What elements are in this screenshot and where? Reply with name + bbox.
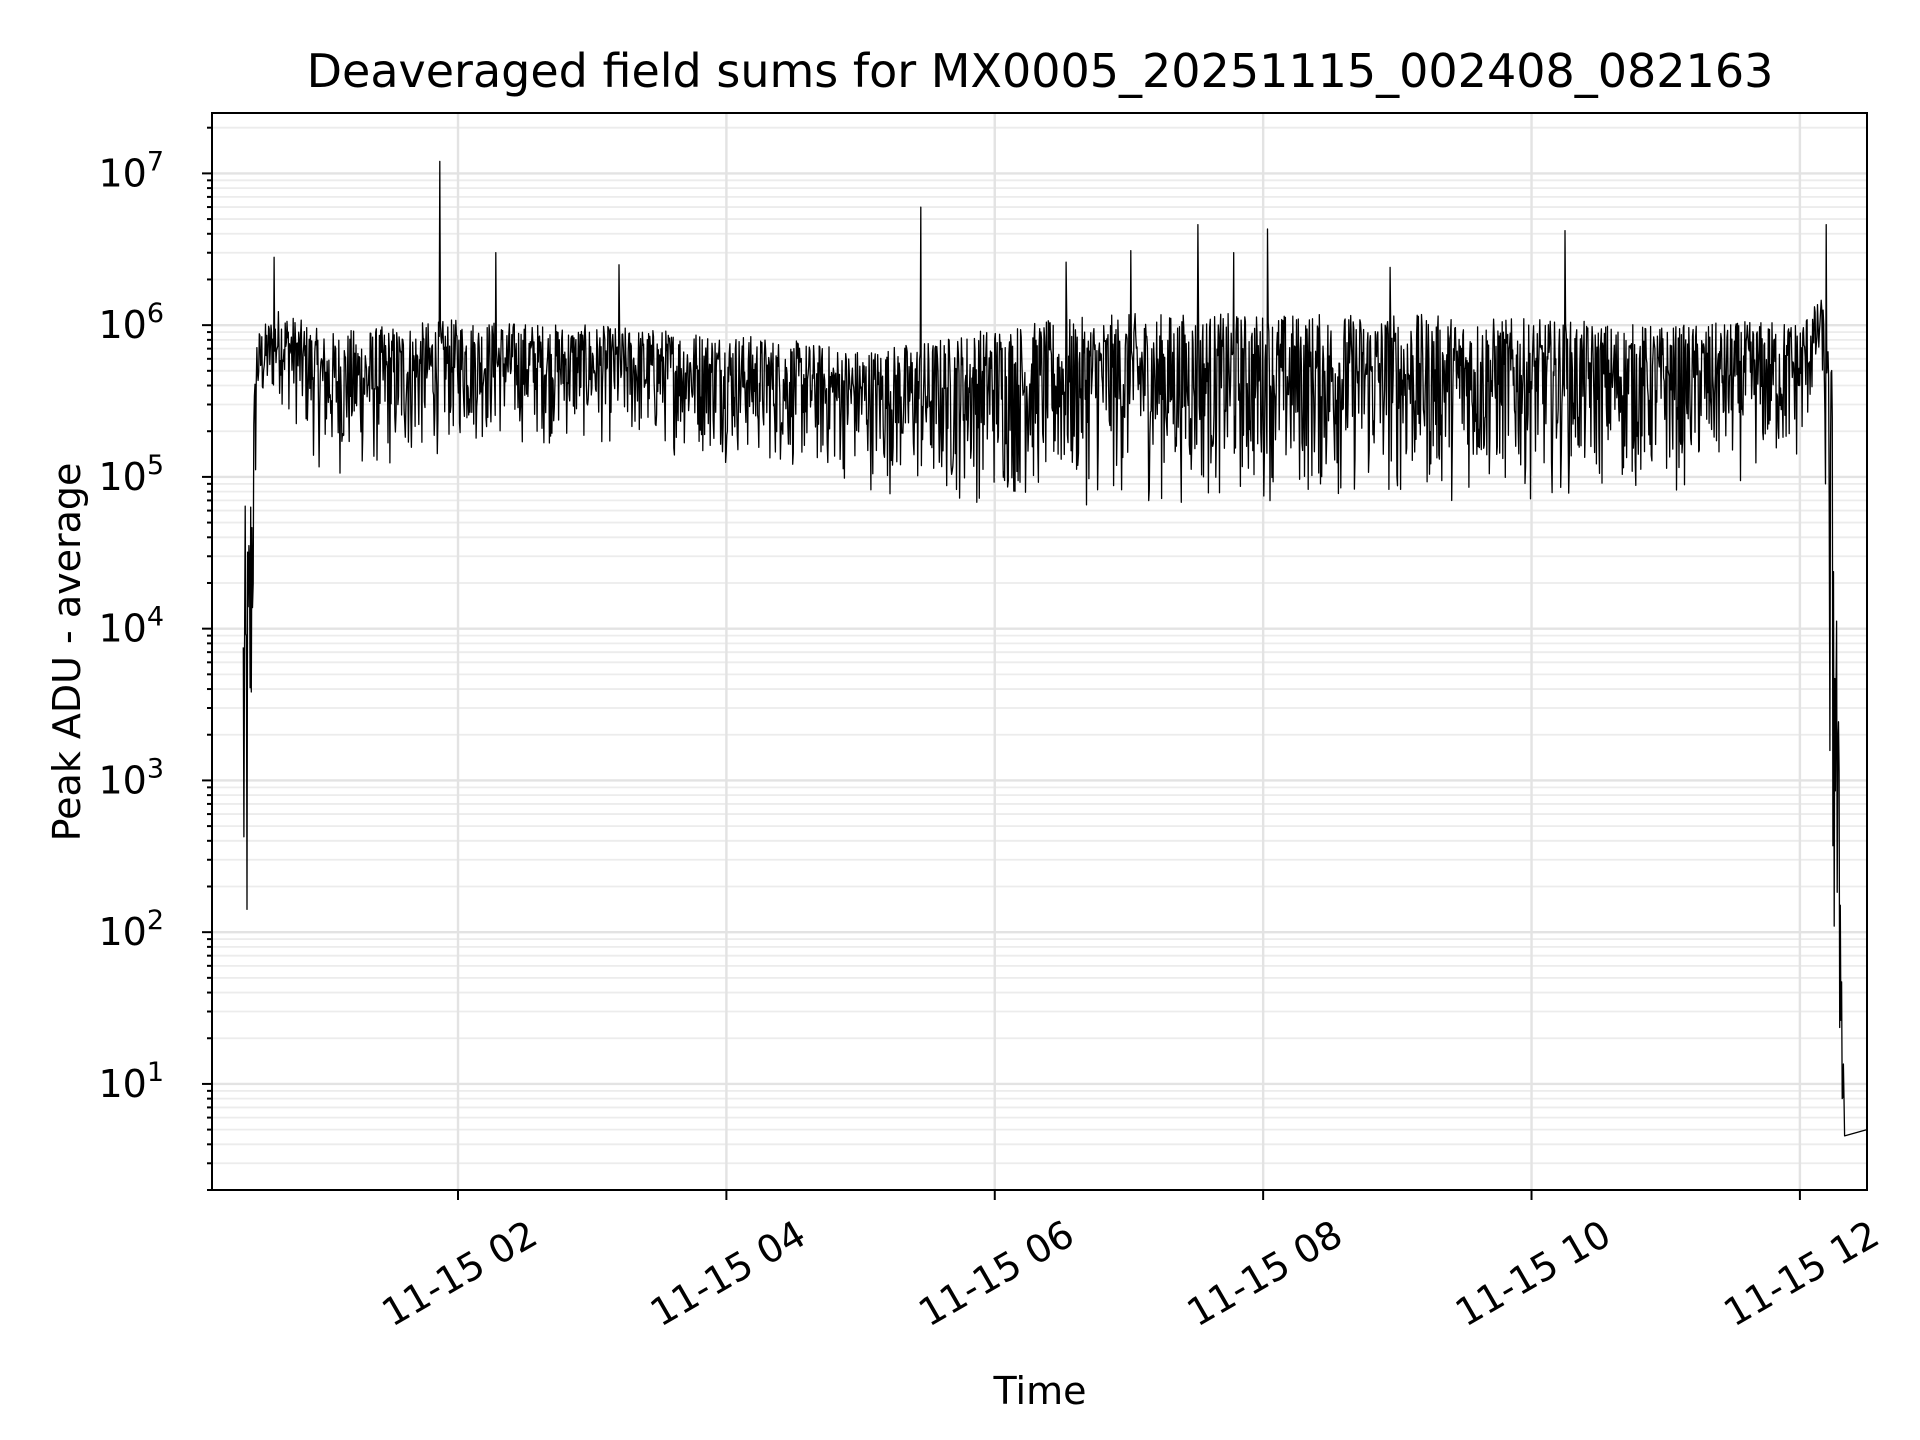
- y-axis-label: Peak ADU - average: [45, 463, 89, 842]
- x-axis-label: Time: [993, 1369, 1087, 1413]
- y-ticks: 101 102 103 104 105 106 107: [98, 126, 212, 1191]
- y-tick-label: 104: [98, 602, 164, 651]
- series-line: [242, 160, 1868, 1137]
- y-tick-label: 101: [98, 1057, 164, 1106]
- y-tick-label: 107: [98, 146, 164, 195]
- y-tick-label: 106: [98, 298, 164, 347]
- plot-frame: [211, 112, 1868, 1191]
- chart-title: Deaveraged field sums for MX0005_2025111…: [307, 44, 1774, 98]
- y-tick-label: 103: [98, 753, 164, 802]
- y-tick-label: 105: [98, 450, 164, 499]
- y-tick-label: 102: [98, 905, 164, 954]
- series: [242, 160, 1868, 1137]
